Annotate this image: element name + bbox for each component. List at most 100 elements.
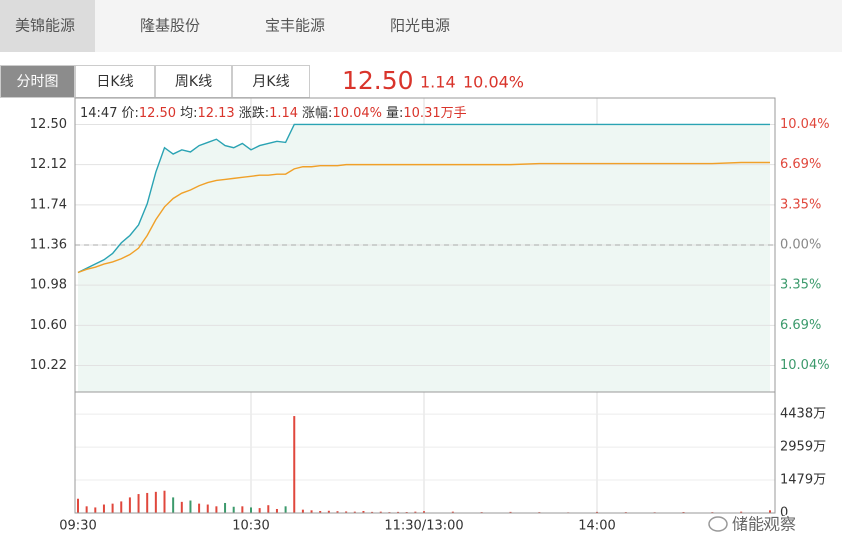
- info-item: 10.31万手: [403, 106, 466, 121]
- y2-tick-label: 0.00%: [780, 238, 821, 253]
- volume-bar: [319, 510, 322, 513]
- chart-tab[interactable]: [155, 65, 232, 98]
- y-tick-label: 10.98: [30, 278, 67, 293]
- volume-bar: [172, 497, 175, 513]
- y-tick-label: 2959万: [780, 440, 826, 455]
- volume-bar: [423, 511, 425, 513]
- watermark-icon: [708, 516, 728, 532]
- chart-tab-label: 日K线: [96, 74, 133, 90]
- y2-tick-label: 3.35%: [780, 197, 821, 212]
- chart-tab-label: 周K线: [175, 74, 212, 90]
- volume-bar: [146, 492, 149, 513]
- volume-bar: [120, 501, 123, 513]
- volume-bar: [137, 494, 140, 513]
- y-tick-label: 10.22: [30, 358, 67, 373]
- quote-change-pct: 10.04%: [463, 73, 524, 92]
- volume-bar: [250, 507, 252, 513]
- chart-tab-label: 月K线: [252, 74, 289, 90]
- plot: 09:30 10:30 11:30/13:00 14:00 15:00 12.50 12.1…: [30, 97, 830, 534]
- volume-bar: [180, 501, 183, 513]
- volume-bar: [379, 511, 382, 513]
- chart-tab[interactable]: [232, 65, 310, 98]
- y-tick-label: 12.12: [30, 157, 67, 172]
- volume-bar: [301, 509, 304, 513]
- volume-bar: [198, 503, 201, 513]
- watermark: 储能观察: [708, 513, 798, 535]
- y2-tick-label: 6.69%: [780, 157, 821, 172]
- volume-bar: [275, 508, 278, 513]
- chart-tab[interactable]: [0, 65, 75, 98]
- volume-bar: [77, 498, 79, 513]
- info-item: 14:47: [80, 106, 117, 121]
- volume-bar: [215, 506, 218, 513]
- volume-bar: [740, 511, 743, 513]
- chart-tabs: 分时图 日K线 周K线 月K线: [0, 65, 310, 98]
- y2-tick-label: 6.69%: [780, 318, 821, 333]
- watermark-text: 储能观察: [732, 515, 796, 534]
- volume-bar: [232, 506, 235, 513]
- volume-bar: [206, 504, 209, 513]
- series-line: [77, 123, 770, 274]
- stock-tabs: 美锦能源 隆基股份 宝丰能源 阳光电源: [15, 17, 450, 35]
- y-tick-label: 10.60: [30, 318, 67, 333]
- volume-bar: [224, 502, 227, 513]
- x-tick-label: 14:00: [578, 519, 615, 534]
- series-line: [77, 161, 770, 274]
- info-item: 12.50: [139, 106, 176, 121]
- y-tick-label: 0: [780, 506, 788, 521]
- x-tick-label: 10:30: [232, 519, 269, 534]
- info-item: 12.13: [197, 106, 234, 121]
- info-item: 量:: [386, 106, 403, 121]
- volume-bar: [405, 511, 408, 513]
- stock-tab[interactable]: 宝丰能源: [265, 17, 325, 35]
- stock-tab[interactable]: 隆基股份: [140, 17, 200, 35]
- volume-bar: [310, 510, 313, 513]
- info-bar: 14:47 价:12.50 均:12.13 涨跌:1.14 涨幅:10.04% 量:10.…: [80, 105, 467, 121]
- y2-tick-label: 10.04%: [780, 117, 830, 132]
- volume-bar: [327, 510, 330, 513]
- volume-bar: [94, 507, 97, 513]
- volume-bar: [451, 511, 454, 513]
- volume-bar: [163, 490, 166, 513]
- volume-bar: [682, 511, 685, 513]
- stock-tab-bar: [0, 0, 842, 52]
- volume-bar: [102, 504, 105, 513]
- volume-bar: [128, 497, 131, 513]
- y2-tick-label: 10.04%: [780, 358, 830, 373]
- volume-bar: [371, 511, 374, 513]
- chart-tab[interactable]: [75, 65, 155, 98]
- info-item: 均:: [180, 106, 197, 121]
- volume-bar: [353, 511, 356, 513]
- volume-bar: [284, 506, 287, 513]
- volume-bar: [189, 500, 192, 513]
- y-tick-label: 11.74: [30, 197, 67, 212]
- info-item: 价:: [121, 106, 138, 121]
- volume-bar: [85, 506, 88, 513]
- volume-bar: [336, 511, 339, 513]
- y2-tick-label: 3.35%: [780, 278, 821, 293]
- stock-tab[interactable]: 阳光电源: [390, 17, 450, 35]
- chart-frame: [74, 97, 776, 514]
- quote-change: 1.14: [420, 73, 456, 92]
- volume-bar: [397, 511, 400, 513]
- quote-price: 12.50: [342, 66, 414, 95]
- volume-bar: [414, 511, 417, 513]
- x-tick-label: 15:00: [751, 519, 788, 534]
- volume-bar: [258, 508, 261, 513]
- y-tick-label: 11.36: [30, 238, 67, 253]
- volume-bar: [111, 503, 114, 513]
- volume-bar: [345, 511, 348, 513]
- chart-tab-label: 分时图: [17, 74, 59, 90]
- volume-bar: [769, 510, 771, 513]
- volume-bar: [267, 505, 270, 513]
- stock-tab-active: [0, 0, 95, 52]
- x-tick-label: 09:30: [59, 519, 96, 534]
- volume-bar: [241, 506, 244, 513]
- y-tick-label: 12.50: [30, 117, 67, 132]
- info-item: 涨幅:: [302, 106, 332, 121]
- info-item: 10.04%: [332, 106, 382, 121]
- volume-bar: [362, 510, 365, 513]
- stock-tab[interactable]: 美锦能源: [15, 17, 75, 35]
